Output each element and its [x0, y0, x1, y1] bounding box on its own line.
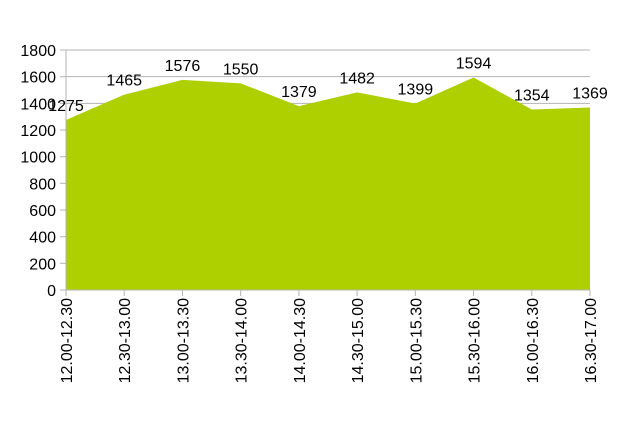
x-tick-label: 12.00-12.30	[59, 298, 76, 384]
y-tick-label: 1400	[20, 96, 56, 113]
data-label: 1482	[339, 70, 375, 87]
x-tick-label: 13.00-13.30	[175, 298, 192, 384]
data-label: 1594	[456, 55, 492, 72]
data-label: 1275	[48, 98, 84, 115]
x-tick-label: 15.30-16.00	[467, 298, 484, 384]
y-tick-label: 200	[29, 256, 56, 273]
y-tick-label: 1600	[20, 70, 56, 87]
y-tick-label: 1800	[20, 43, 56, 60]
y-tick-label: 600	[29, 203, 56, 220]
axes	[65, 50, 590, 291]
y-tick-label: 800	[29, 176, 56, 193]
data-label: 1369	[572, 85, 608, 102]
data-label: 1399	[398, 81, 434, 98]
x-axis-ticks: 12.00-12.30 12.30-13.00 13.00-13.30 13.30-1…	[59, 290, 600, 383]
x-tick-label: 14.00-14.30	[292, 298, 309, 384]
y-axis-ticks: 0 200 400 600 800 1000 1200 1400 1600 1800	[20, 43, 66, 300]
data-label: 1465	[106, 73, 142, 90]
y-tick-label: 400	[29, 230, 56, 247]
y-tick-label: 1000	[20, 150, 56, 167]
data-label: 1576	[165, 58, 201, 75]
x-tick-label: 15.00-15.30	[408, 298, 425, 384]
x-tick-label: 14.30-15.00	[350, 298, 367, 384]
y-tick-label: 0	[47, 283, 56, 300]
area-series	[66, 77, 590, 290]
data-labels: 1275 1465 1576 1550 1379 1482 1399 1594 1354 1369	[48, 55, 608, 115]
x-tick-label: 16.30-17.00	[583, 298, 600, 384]
data-label: 1379	[281, 84, 317, 101]
y-tick-label: 1200	[20, 123, 56, 140]
x-tick-label: 12.30-13.00	[117, 298, 134, 384]
data-label: 1354	[514, 87, 550, 104]
x-tick-label: 13.30-14.00	[234, 298, 251, 384]
area-series-fill	[66, 77, 590, 290]
x-tick-label: 16.00-16.30	[525, 298, 542, 384]
data-label: 1550	[223, 61, 259, 78]
